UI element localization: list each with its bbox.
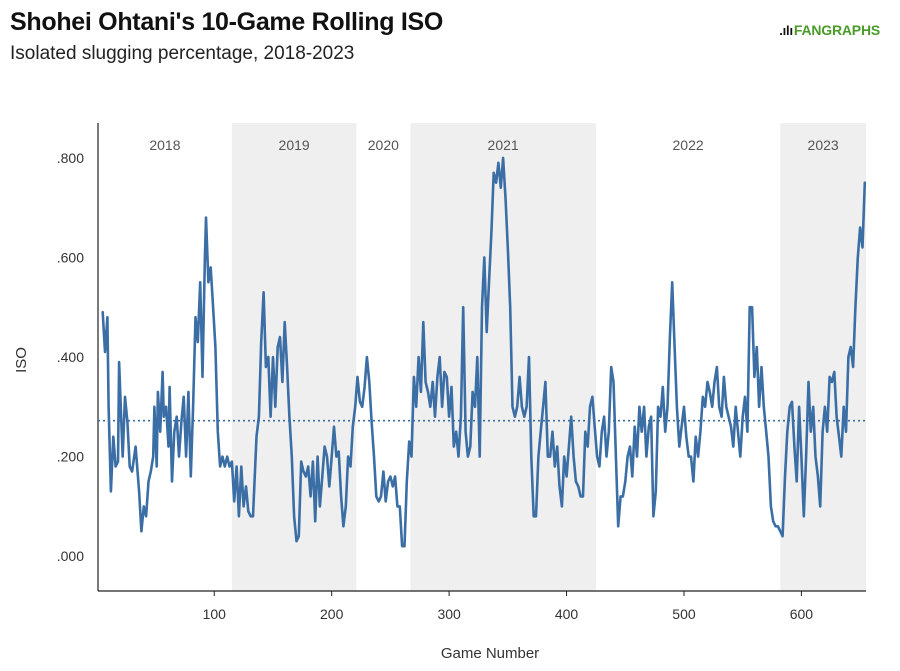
season-label-2019: 2019 <box>279 137 310 153</box>
x-tick-label: 400 <box>555 606 579 622</box>
season-label-2018: 2018 <box>149 137 180 153</box>
season-label-2020: 2020 <box>368 137 399 153</box>
y-tick-label: .200 <box>57 449 84 465</box>
season-band-2021 <box>410 123 596 591</box>
x-axis-label: Game Number <box>441 645 539 662</box>
x-tick-label: 300 <box>437 606 461 622</box>
x-tick-label: 200 <box>320 606 344 622</box>
fangraphs-logo: .ılıFANGRAPHS <box>779 22 880 38</box>
y-tick-label: .400 <box>57 349 84 365</box>
series-group <box>101 156 867 548</box>
season-label-2023: 2023 <box>808 137 839 153</box>
chart-subtitle: Isolated slugging percentage, 2018-2023 <box>10 43 355 64</box>
y-tick-label: .600 <box>57 249 84 265</box>
season-label-2021: 2021 <box>488 137 519 153</box>
season-labels: 2018 2019 2020 2021 2022 2023 <box>149 137 839 153</box>
logo-wordmark: FANGRAPHS <box>793 22 880 38</box>
x-tick-label: 600 <box>790 606 814 622</box>
axes: .000 .200 .400 .600 .800 100 200 300 400 500 600 <box>57 123 866 622</box>
season-bands <box>231 123 866 591</box>
chart-title: Shohei Ohtani's 10-Game Rolling ISO <box>10 8 444 36</box>
logo-mark-icon: .ılı <box>779 23 793 38</box>
y-tick-label: .000 <box>57 548 84 564</box>
season-label-2022: 2022 <box>673 137 704 153</box>
x-tick-label: 100 <box>203 606 227 622</box>
y-tick-label: .800 <box>57 150 84 166</box>
x-tick-label: 500 <box>672 606 696 622</box>
y-axis-label: ISO <box>13 347 30 373</box>
series-line-0 <box>101 156 867 548</box>
